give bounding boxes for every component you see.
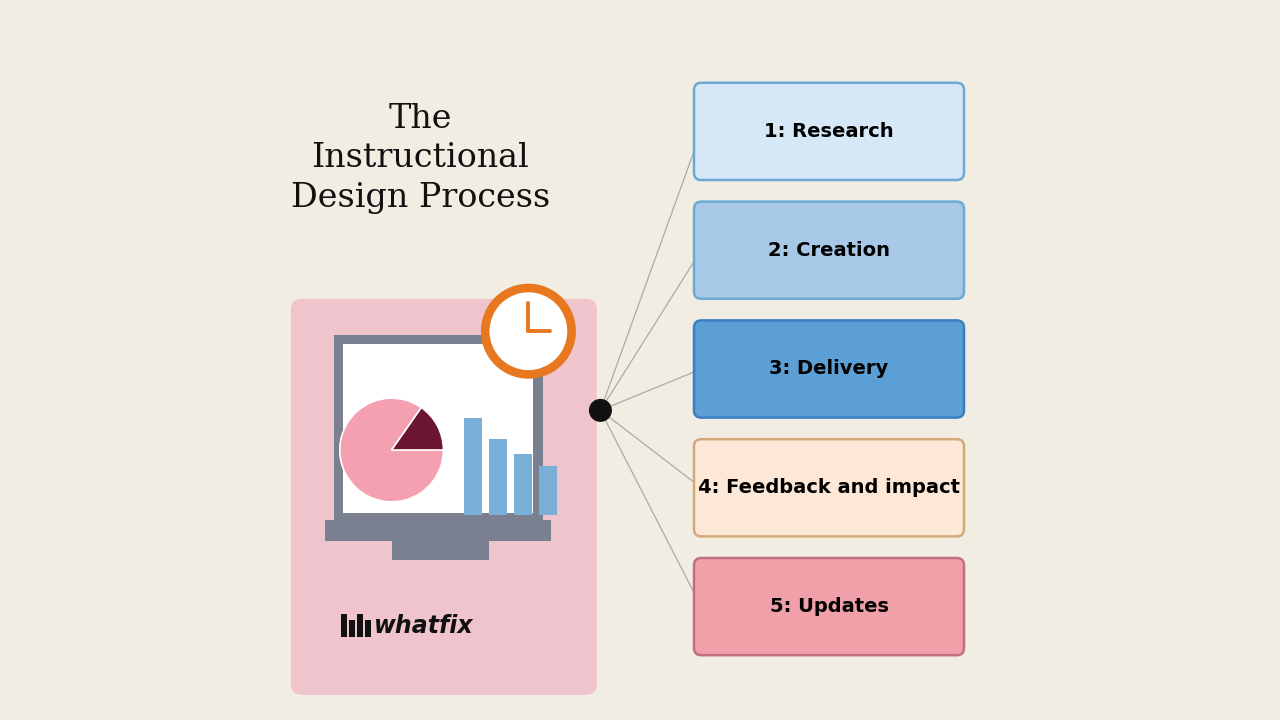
Bar [357, 614, 362, 637]
FancyBboxPatch shape [694, 83, 964, 180]
Bar [325, 520, 552, 541]
Text: 2: Creation: 2: Creation [768, 240, 890, 260]
FancyBboxPatch shape [694, 202, 964, 299]
Bar [539, 466, 557, 515]
Wedge shape [339, 398, 443, 502]
Bar [365, 620, 371, 637]
Bar [515, 454, 532, 515]
Text: 5: Updates: 5: Updates [769, 597, 888, 616]
Bar [349, 620, 355, 637]
Text: whatfix: whatfix [374, 613, 474, 638]
FancyBboxPatch shape [291, 299, 596, 695]
FancyBboxPatch shape [694, 439, 964, 536]
FancyBboxPatch shape [694, 320, 964, 418]
Circle shape [589, 399, 612, 422]
FancyBboxPatch shape [694, 558, 964, 655]
Text: 1: Research: 1: Research [764, 122, 893, 141]
Bar [489, 439, 507, 515]
Text: The
Instructional
Design Process: The Instructional Design Process [291, 103, 550, 214]
Bar [343, 344, 534, 513]
Text: 4: Feedback and impact: 4: Feedback and impact [698, 478, 960, 498]
Text: 3: Delivery: 3: Delivery [769, 359, 888, 379]
Wedge shape [392, 408, 443, 450]
Bar [334, 335, 543, 522]
Circle shape [489, 292, 567, 370]
Bar [342, 614, 347, 637]
Bar [392, 539, 489, 560]
Bar [463, 418, 481, 515]
Circle shape [481, 284, 576, 379]
